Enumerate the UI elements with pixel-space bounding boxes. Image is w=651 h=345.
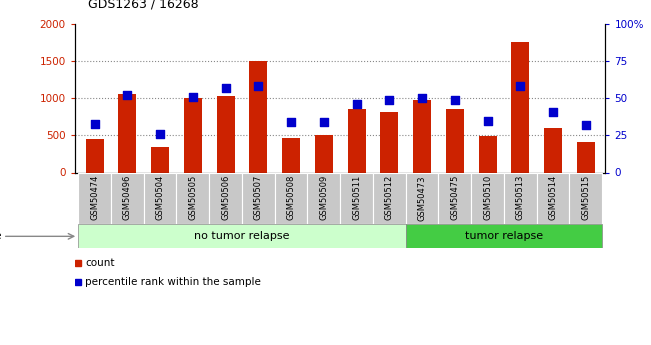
Bar: [209, 172, 242, 224]
Text: disease state: disease state: [0, 231, 1, 241]
Text: GSM50507: GSM50507: [254, 175, 263, 220]
Text: GSM50496: GSM50496: [123, 175, 132, 220]
Bar: [151, 147, 169, 172]
Point: [482, 118, 493, 123]
Bar: [380, 112, 398, 172]
Bar: [307, 172, 340, 224]
Bar: [111, 172, 144, 224]
Text: GSM50512: GSM50512: [385, 175, 394, 220]
Point: [122, 92, 132, 98]
Bar: [118, 94, 136, 172]
Point: [417, 96, 427, 101]
Bar: [78, 172, 111, 224]
Bar: [511, 42, 529, 172]
Bar: [340, 172, 373, 224]
Point: [220, 85, 230, 91]
Point: [187, 94, 198, 100]
Point: [89, 121, 100, 126]
Point: [450, 97, 460, 102]
Point: [515, 84, 525, 89]
Bar: [348, 109, 365, 172]
Bar: [282, 138, 300, 172]
Bar: [144, 172, 176, 224]
Bar: [373, 172, 406, 224]
Bar: [217, 96, 234, 172]
Text: count: count: [85, 258, 115, 268]
Bar: [446, 109, 464, 172]
Bar: [570, 172, 602, 224]
Text: GSM50509: GSM50509: [319, 175, 328, 220]
Point: [253, 84, 264, 89]
Text: GSM50511: GSM50511: [352, 175, 361, 220]
Text: GSM50513: GSM50513: [516, 175, 525, 220]
Bar: [242, 172, 275, 224]
Bar: [504, 172, 536, 224]
Text: GSM50508: GSM50508: [286, 175, 296, 220]
Text: GSM50475: GSM50475: [450, 175, 459, 220]
Text: GSM50505: GSM50505: [188, 175, 197, 220]
Text: GSM50506: GSM50506: [221, 175, 230, 220]
Point: [352, 101, 362, 107]
Point: [155, 131, 165, 137]
Bar: [249, 61, 268, 172]
Bar: [85, 139, 104, 172]
Point: [581, 122, 591, 128]
Text: tumor relapse: tumor relapse: [465, 231, 543, 241]
Point: [384, 97, 395, 102]
Bar: [577, 142, 595, 172]
Bar: [176, 172, 209, 224]
Bar: [536, 172, 570, 224]
Bar: [478, 136, 497, 172]
Bar: [406, 224, 602, 248]
Bar: [275, 172, 307, 224]
Point: [318, 119, 329, 125]
Bar: [471, 172, 504, 224]
Bar: [406, 172, 438, 224]
Bar: [315, 135, 333, 172]
Text: GDS1263 / 16268: GDS1263 / 16268: [88, 0, 199, 10]
Text: no tumor relapse: no tumor relapse: [194, 231, 290, 241]
Text: GSM50473: GSM50473: [417, 175, 426, 220]
Point: [286, 119, 296, 125]
Text: percentile rank within the sample: percentile rank within the sample: [85, 277, 261, 287]
Text: GSM50474: GSM50474: [90, 175, 99, 220]
Point: [548, 109, 559, 115]
Bar: [544, 128, 562, 172]
Text: GSM50514: GSM50514: [549, 175, 557, 220]
Bar: [413, 100, 431, 172]
Text: GSM50504: GSM50504: [156, 175, 165, 220]
Bar: [78, 224, 406, 248]
Text: GSM50510: GSM50510: [483, 175, 492, 220]
Bar: [438, 172, 471, 224]
Bar: [184, 98, 202, 172]
Text: GSM50515: GSM50515: [581, 175, 590, 220]
